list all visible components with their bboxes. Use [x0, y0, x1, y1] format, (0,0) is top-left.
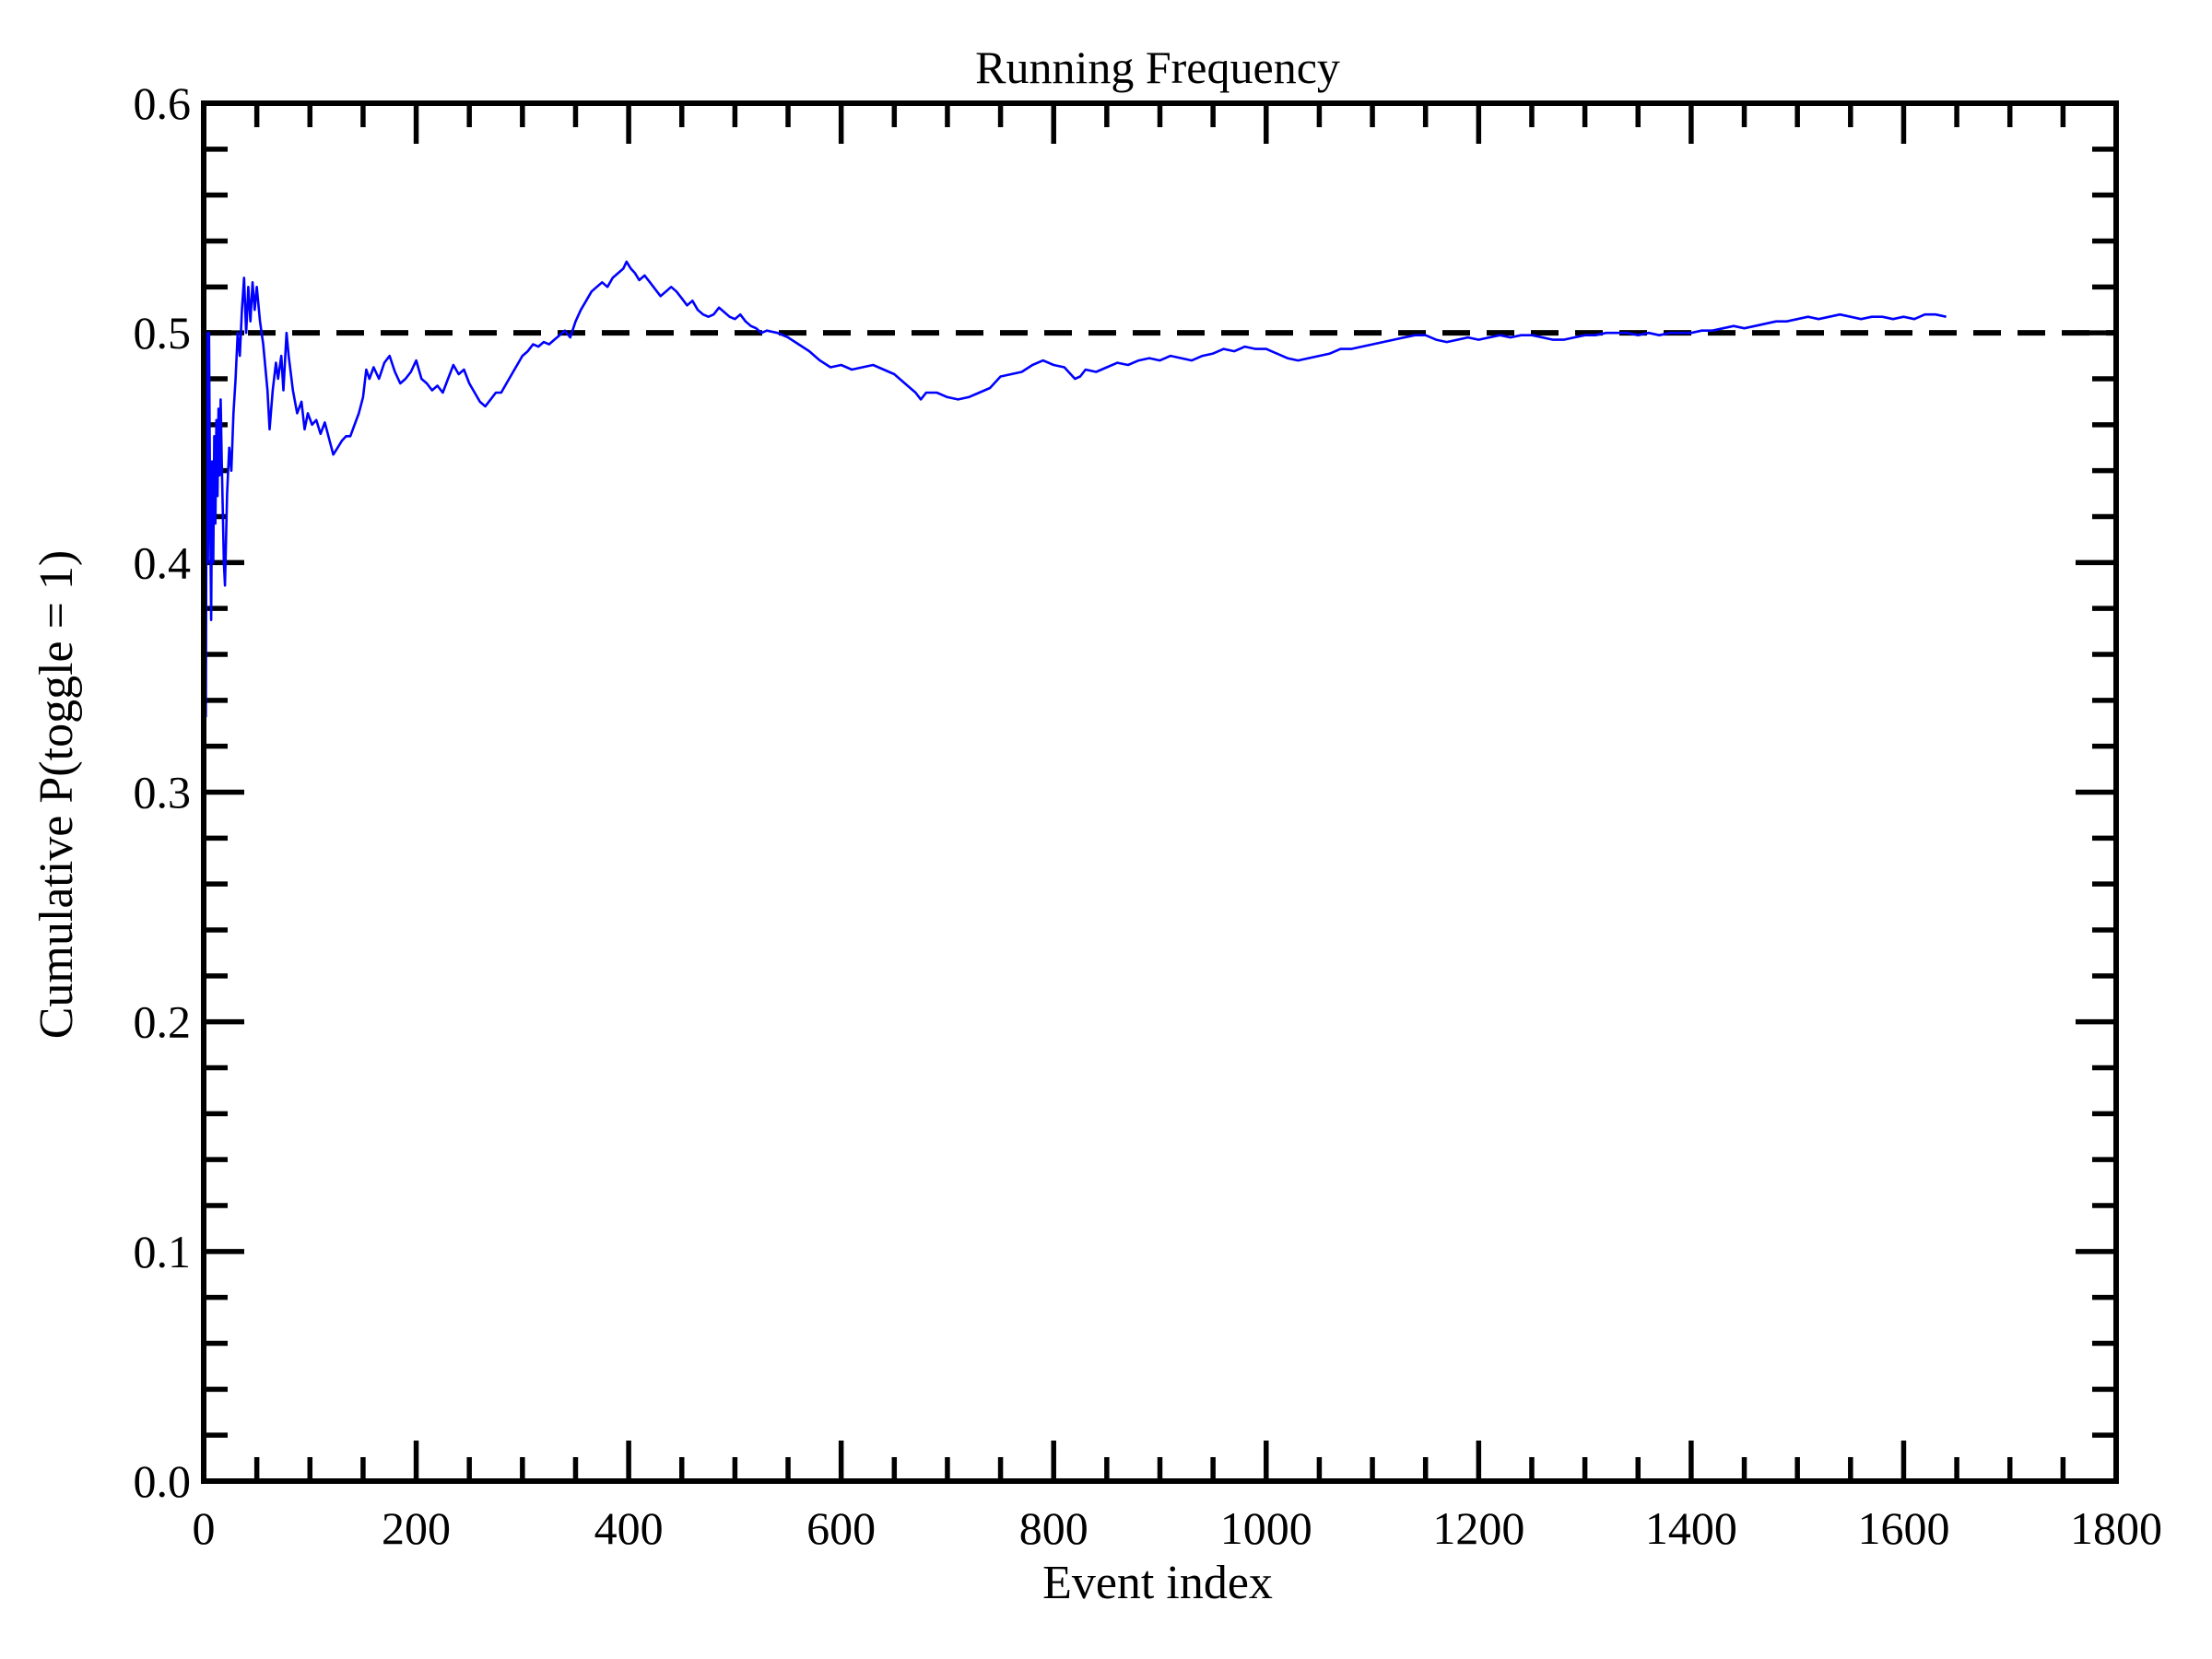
- x-tick-labels: 0 200 400 600 800 1000 1200 1400 1600 1800: [193, 1502, 2163, 1554]
- x-tick-label: 600: [806, 1502, 876, 1554]
- series-layer: [203, 260, 1947, 718]
- y-tick-labels: 0.0 0.1 0.2 0.3 0.4 0.5 0.6: [134, 77, 192, 1507]
- y-tick-label: 0.6: [134, 77, 192, 129]
- x-tick-label: 800: [1019, 1502, 1088, 1554]
- y-axis-title: Cumulative P(toggle = 1): [30, 550, 83, 1040]
- y-tick-label: 0.3: [134, 767, 192, 818]
- minor-ticks: [204, 103, 2116, 1481]
- plot-frame: [201, 100, 2119, 1484]
- chart-title: Running Frequency: [975, 41, 1340, 93]
- x-tick-label: 1200: [1432, 1502, 1524, 1554]
- x-tick-label: 1400: [1645, 1502, 1737, 1554]
- y-tick-label: 0.5: [134, 307, 192, 359]
- series-line-running-frequency: [203, 260, 1947, 718]
- y-tick-label: 0.4: [134, 536, 192, 588]
- x-tick-label: 1000: [1220, 1502, 1312, 1554]
- y-tick-label: 0.2: [134, 996, 192, 1048]
- major-ticks: [201, 100, 2119, 1484]
- y-tick-label: 0.0: [134, 1455, 192, 1507]
- x-tick-label: 0: [193, 1502, 216, 1554]
- x-tick-label: 1600: [1857, 1502, 1949, 1554]
- y-tick-label: 0.1: [134, 1226, 192, 1277]
- x-tick-label: 200: [382, 1502, 451, 1554]
- x-tick-label: 1800: [2070, 1502, 2162, 1554]
- x-tick-label: 400: [594, 1502, 664, 1554]
- x-axis-title: Event index: [1042, 1557, 1273, 1609]
